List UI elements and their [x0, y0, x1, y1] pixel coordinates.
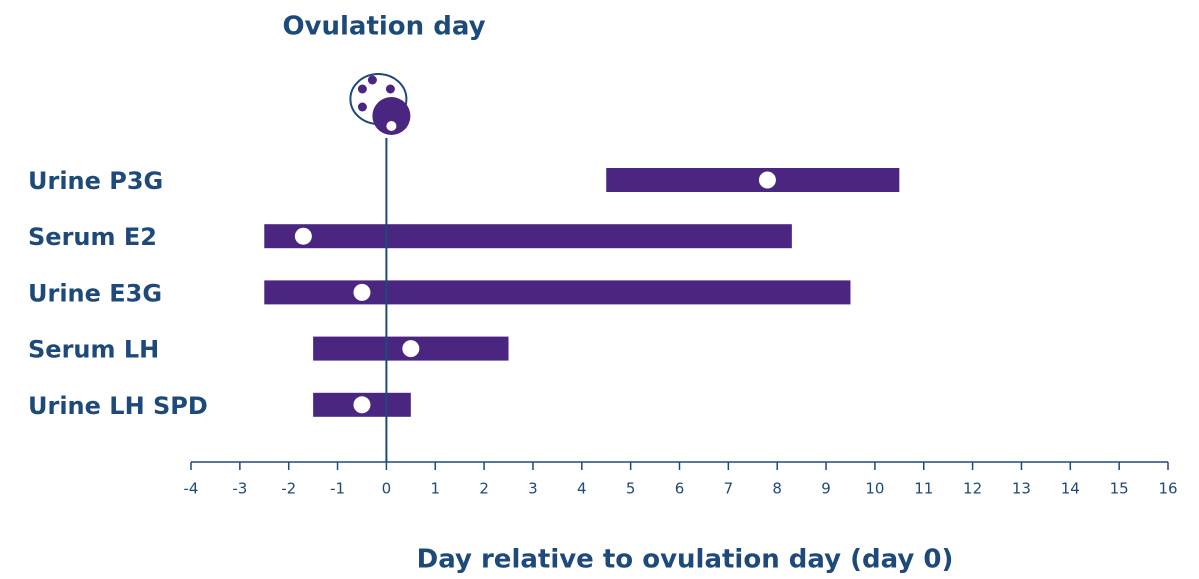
x-tick-label: -1: [330, 480, 345, 498]
marker-dot: [294, 227, 312, 245]
marker-dot: [353, 283, 371, 301]
range-bar: [264, 224, 792, 249]
x-tick-label: 15: [1110, 480, 1129, 498]
icon-dot: [357, 102, 367, 112]
icon-dot: [367, 75, 377, 85]
x-tick-label: -3: [232, 480, 247, 498]
x-tick-label: 7: [724, 480, 734, 498]
x-tick-label: 14: [1061, 480, 1080, 498]
x-tick-label: 6: [675, 480, 685, 498]
x-tick-label: 13: [1012, 480, 1031, 498]
x-tick-label: -2: [281, 480, 296, 498]
category-label: Serum E2: [28, 223, 157, 251]
category-label: Urine P3G: [28, 167, 163, 195]
category-label: Urine LH SPD: [28, 392, 208, 420]
x-tick-label: 11: [914, 480, 933, 498]
x-tick-label: 4: [577, 480, 587, 498]
range-bar: [606, 168, 900, 192]
icon-egg-core: [386, 121, 397, 131]
annotation: Ovulation day: [282, 12, 485, 42]
x-tick-label: 10: [865, 480, 884, 498]
x-tick-label: 0: [382, 480, 392, 498]
range-bar: [264, 280, 851, 305]
x-tick-label: 9: [821, 480, 831, 498]
x-tick-label: 12: [963, 480, 982, 498]
x-tick-label: 5: [626, 480, 636, 498]
x-tick-label: -4: [184, 480, 199, 498]
marker-dot: [353, 396, 371, 414]
x-tick-label: 3: [528, 480, 538, 498]
x-tick-label: 2: [479, 480, 489, 498]
category-label: Serum LH: [28, 336, 159, 364]
icon-egg: [372, 97, 411, 135]
category-label: Urine E3G: [28, 279, 162, 307]
x-tick-label: 8: [772, 480, 782, 498]
marker-dot: [402, 340, 420, 358]
icon-dot: [385, 84, 395, 94]
x-tick-label: 1: [430, 480, 440, 498]
marker-dot: [758, 171, 776, 189]
icon-dot: [357, 84, 367, 94]
x-tick-label: 16: [1158, 480, 1177, 498]
x-axis-label: Day relative to ovulation day (day 0): [417, 545, 954, 575]
